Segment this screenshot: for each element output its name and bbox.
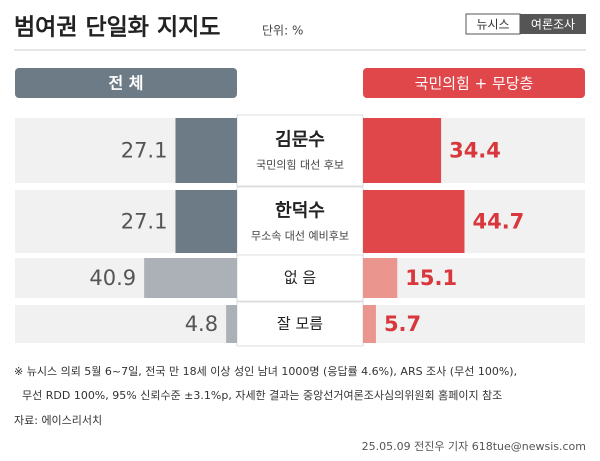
value-label: 44.7 <box>472 210 524 234</box>
bar <box>226 305 237 343</box>
category-label: 한덕수 <box>275 201 325 222</box>
category-label: 잘 모름 <box>277 315 323 333</box>
bar <box>363 258 398 298</box>
value-label: 5.7 <box>384 312 421 336</box>
bar <box>363 118 442 183</box>
bar <box>175 118 237 183</box>
credit: 25.05.09 전진우 기자 618tue@newsis.com <box>362 440 586 453</box>
brand: 여론조사 <box>531 18 575 32</box>
category-sublabel: 무소속 대선 예비후보 <box>251 230 349 243</box>
note: 무선 RDD 100%, 95% 신뢰수준 ±3.1%p, 자세한 결과는 중앙… <box>22 388 502 402</box>
category-label: 김문수 <box>275 130 325 151</box>
brand-box <box>520 14 586 34</box>
brand: 뉴시스 <box>476 18 509 32</box>
center-cell <box>236 301 364 347</box>
value-label: 15.1 <box>405 266 457 290</box>
right-header <box>363 68 585 98</box>
source: 자료: 에이스리서치 <box>14 414 102 427</box>
legend-label: 국민의힘 + 무당층 <box>415 75 534 93</box>
value-label: 27.1 <box>121 139 168 163</box>
value-label: 27.1 <box>121 210 168 234</box>
unit-label: 단위: % <box>262 24 303 38</box>
bar <box>175 190 237 253</box>
chart-title: 범여권 단일화 지지도 <box>14 15 220 41</box>
value-label: 34.4 <box>449 139 501 163</box>
note: ※ 뉴시스 의뢰 5월 6~7일, 전국 만 18세 이상 성인 남녀 1000… <box>14 364 517 378</box>
center-cell <box>236 186 364 257</box>
category-sublabel: 국민의힘 대선 후보 <box>256 159 344 172</box>
bar <box>144 258 237 298</box>
legend-label: 전 체 <box>108 74 143 93</box>
category-label: 없 음 <box>284 269 316 287</box>
bar <box>363 190 465 253</box>
bar <box>363 305 376 343</box>
value-label: 4.8 <box>185 312 218 336</box>
center-cell <box>236 114 364 187</box>
value-label: 40.9 <box>89 266 136 290</box>
left-header <box>15 68 237 98</box>
